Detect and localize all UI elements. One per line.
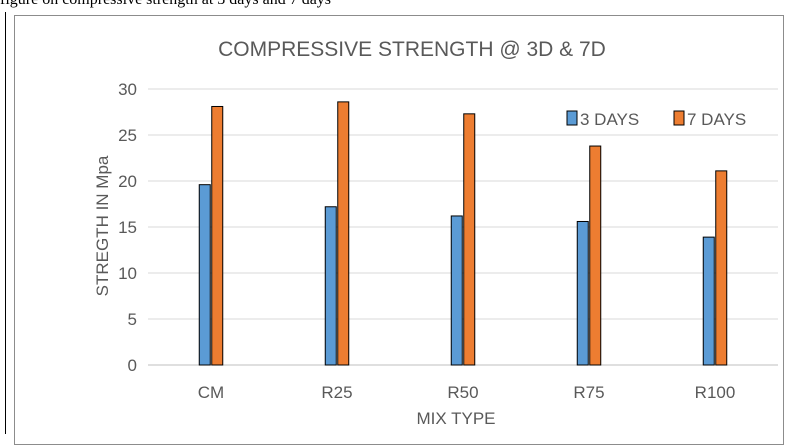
bar-chart: COMPRESSIVE STRENGTH @ 3D & 7D 0 5 10 15 20 2… (93, 38, 778, 428)
y-tick-label: 0 (128, 356, 137, 375)
category-label: CM (198, 383, 224, 402)
legend-swatch (566, 110, 578, 126)
bars (198, 101, 728, 366)
category-label: R75 (573, 383, 604, 402)
bar (702, 236, 715, 366)
legend-label: 7 DAYS (687, 110, 746, 129)
left-margin-rule (5, 12, 6, 434)
bar (198, 184, 211, 366)
bar (211, 105, 224, 366)
y-tick-label: 15 (118, 218, 137, 237)
y-tick-label: 20 (118, 172, 137, 191)
x-axis-title: MIX TYPE (416, 409, 495, 428)
bar (463, 113, 476, 366)
legend-swatch (673, 110, 685, 126)
page-header-strip: figure on compressive strength at 3 days… (0, 0, 795, 14)
y-axis-title: STREGTH IN Mpa (93, 155, 112, 296)
y-tick-label: 5 (128, 310, 137, 329)
bar (576, 220, 589, 366)
legend: 3 DAYS 7 DAYS (566, 110, 746, 129)
category-label: R25 (321, 383, 352, 402)
gridlines (148, 88, 778, 366)
y-tick-label: 25 (118, 126, 137, 145)
legend-label: 3 DAYS (580, 110, 639, 129)
y-tick-label: 30 (118, 80, 137, 99)
bar (715, 170, 728, 366)
category-labels: CM R25 R50 R75 R100 (198, 383, 736, 402)
y-tick-labels: 0 5 10 15 20 25 30 (118, 80, 137, 375)
bar (324, 206, 337, 366)
category-label: R50 (447, 383, 478, 402)
category-label: R100 (695, 383, 736, 402)
bar (450, 215, 463, 366)
page-header-text: figure on compressive strength at 3 days… (0, 0, 331, 9)
bar (589, 145, 602, 366)
y-tick-label: 10 (118, 264, 137, 283)
chart-title: COMPRESSIVE STRENGTH @ 3D & 7D (218, 38, 606, 61)
bar (337, 101, 350, 366)
